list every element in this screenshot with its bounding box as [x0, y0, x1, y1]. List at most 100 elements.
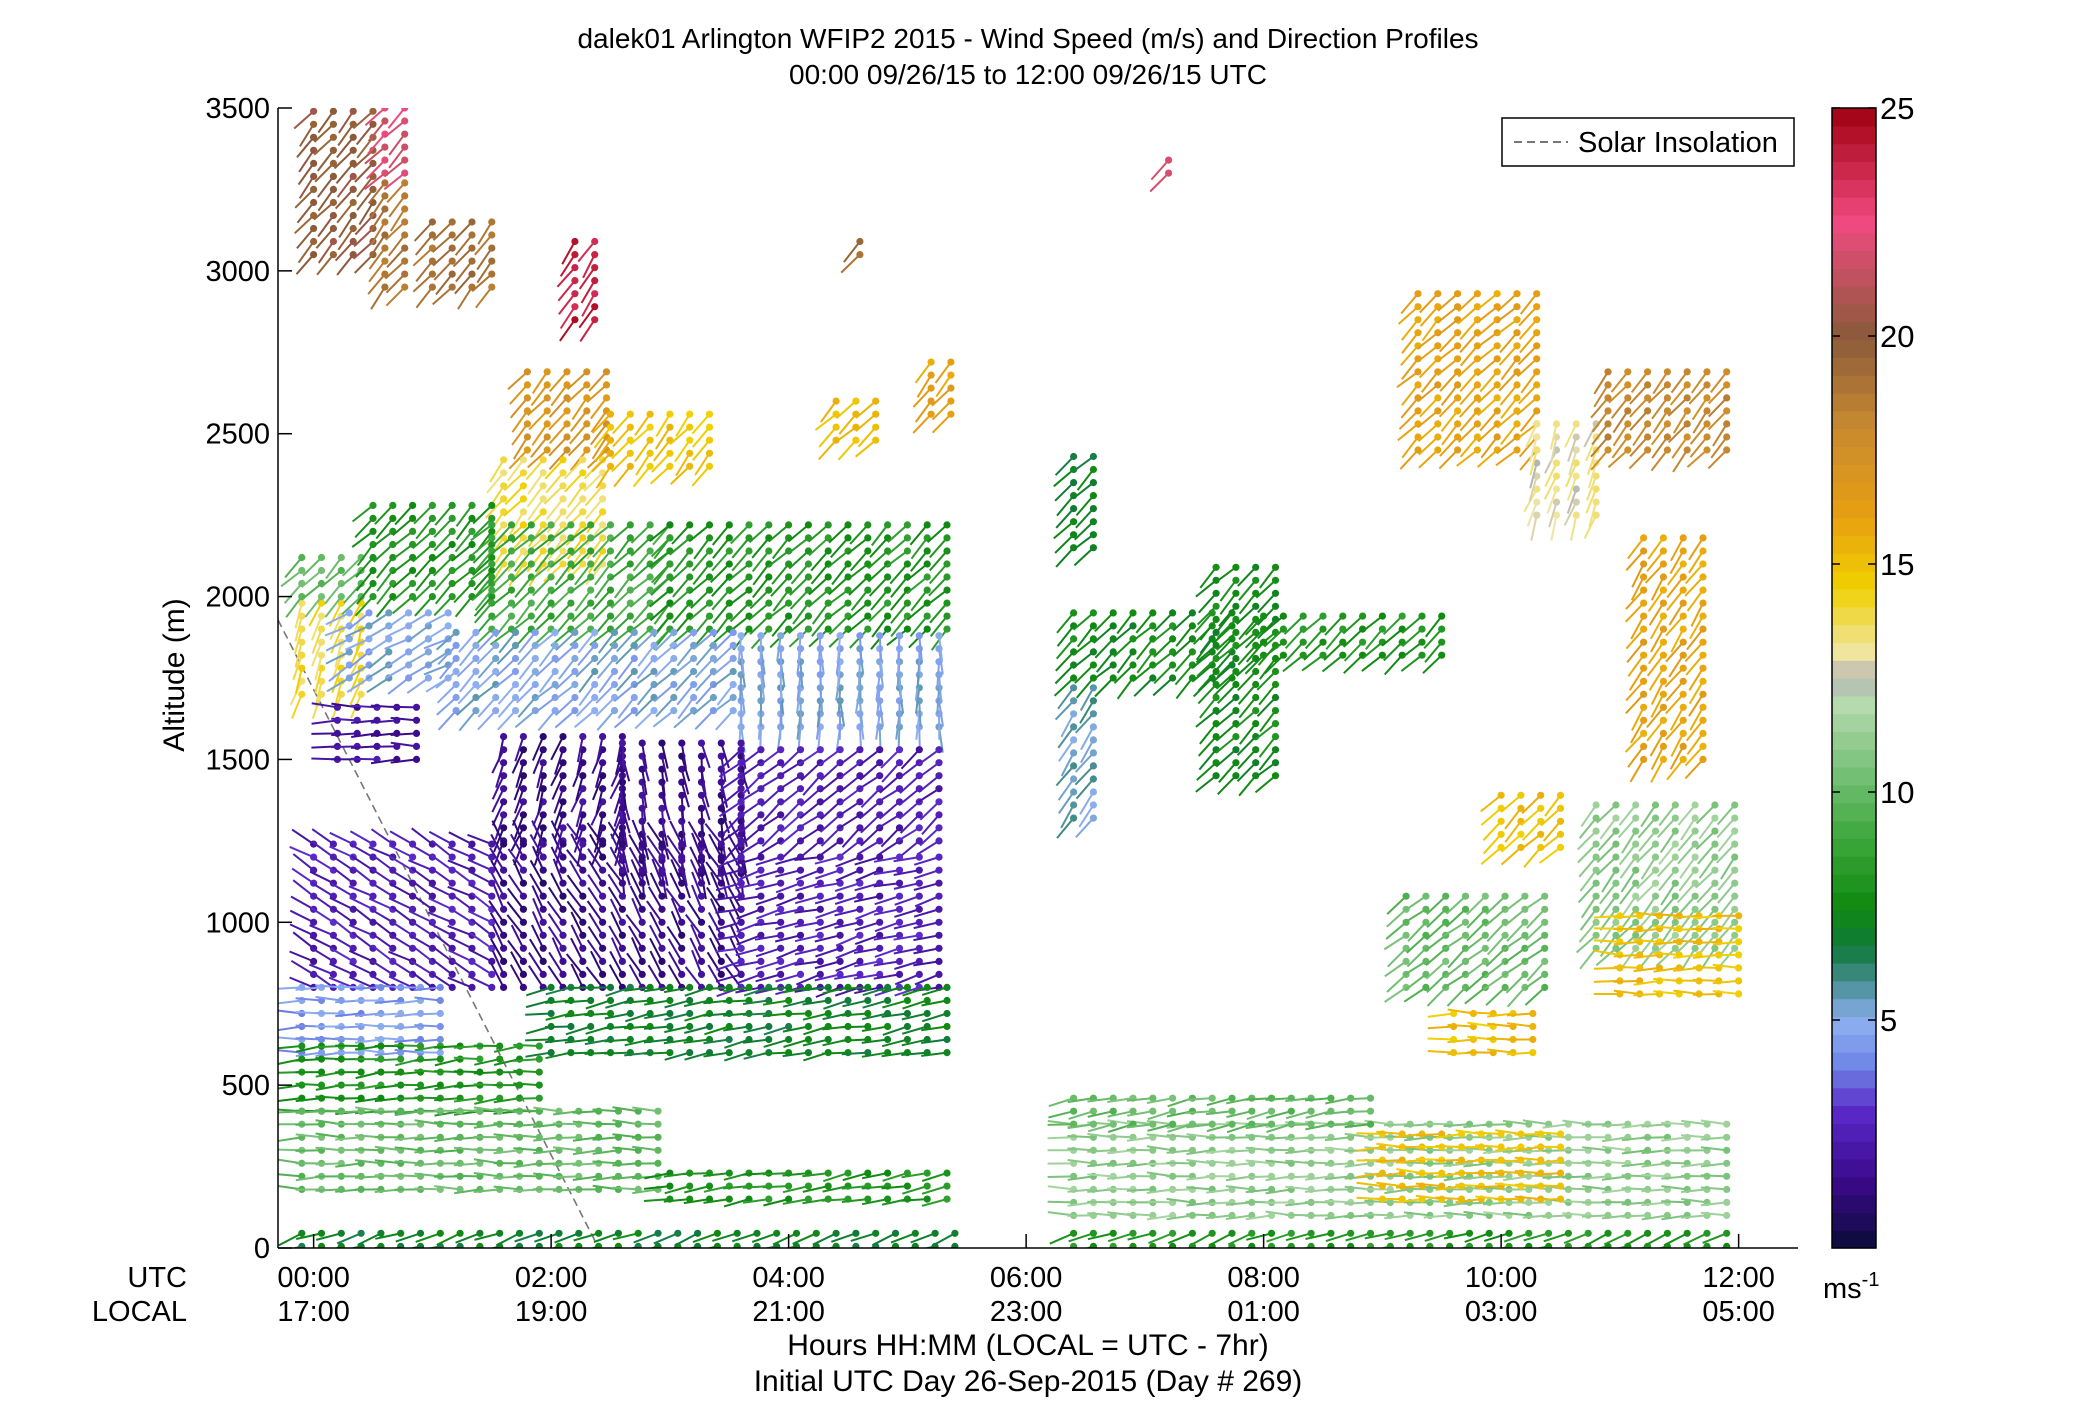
wind-barb-dot: [1501, 892, 1509, 900]
wind-barb-dot: [559, 508, 567, 516]
wind-barb-staff: [828, 615, 849, 635]
wind-barb-dot: [519, 840, 528, 848]
wind-barb-dot: [666, 521, 674, 529]
wind-barb-dot: [575, 1242, 583, 1248]
wind-barb-dot: [1089, 648, 1097, 656]
wind-barb-dot: [816, 918, 824, 926]
wind-barb-dot: [579, 456, 587, 464]
wind-barb-dot: [666, 612, 674, 620]
wind-barb-dot: [872, 1229, 880, 1237]
wind-barb-dot: [915, 970, 923, 979]
wind-barb-staff: [676, 683, 695, 706]
wind-barb-dot: [1679, 573, 1687, 581]
wind-barb-dot: [488, 231, 496, 239]
wind-barb-staff: [591, 413, 612, 434]
wind-barb-staff: [475, 286, 493, 309]
wind-barb-staff: [452, 247, 473, 268]
wind-barb-dot: [876, 632, 884, 640]
wind-barb-staff: [890, 615, 909, 638]
wind-barb-staff: [928, 576, 948, 597]
wind-barb-dot: [599, 759, 607, 767]
wind-barb-dot: [705, 462, 714, 470]
wind-barb-dot: [915, 824, 923, 832]
wind-barb-dot: [626, 410, 634, 418]
wind-barb-staff: [928, 563, 948, 585]
wind-barb-dot: [500, 547, 508, 555]
wind-barb-dot: [1089, 762, 1097, 770]
wind-barb-dot: [1683, 407, 1691, 415]
wind-barb-staff: [570, 537, 592, 557]
wind-barb-staff: [782, 1012, 809, 1016]
wind-barb-staff: [324, 624, 350, 637]
wind-barb-dot: [571, 707, 579, 715]
wind-barb-dot: [947, 410, 955, 418]
wind-barb-dot: [626, 1009, 634, 1018]
wind-barb-dot: [551, 628, 559, 637]
wind-barb-dot: [646, 521, 654, 529]
wind-barb-staff: [534, 589, 552, 612]
wind-barb-staff: [675, 452, 691, 477]
wind-barb-dot: [551, 707, 559, 715]
wind-barb-dot: [539, 970, 547, 979]
wind-barb-dot: [729, 628, 737, 637]
wind-barb-staff: [291, 693, 303, 719]
wind-barb-dot: [1252, 576, 1260, 584]
wind-barb-staff: [453, 221, 473, 242]
wind-barb-staff: [559, 319, 576, 342]
wind-barb-dot: [856, 892, 864, 900]
wind-barb-dot: [401, 130, 409, 138]
wind-barb-dot: [697, 957, 706, 966]
wind-barb-staff: [313, 201, 335, 221]
wind-barb-staff: [554, 644, 576, 664]
wind-barb-dot: [500, 892, 508, 900]
wind-barb-dot: [369, 579, 377, 588]
wind-barb-dot: [658, 957, 666, 966]
wind-barb-dot: [1699, 716, 1707, 724]
wind-barb-dot: [1683, 394, 1691, 402]
wind-barb-dot: [329, 237, 337, 246]
wind-barb-staff: [346, 677, 370, 693]
wind-barb-staff: [688, 524, 711, 543]
wind-barb-dot: [500, 733, 508, 741]
wind-barb-dot: [401, 179, 409, 187]
wind-barb-dot: [737, 746, 745, 754]
wind-barb-dot: [1212, 589, 1220, 597]
wind-barb-dot: [1461, 892, 1470, 900]
wind-barb-staff: [490, 537, 513, 555]
wind-barb-staff: [352, 110, 374, 130]
wind-barb-dot: [1070, 775, 1078, 783]
wind-barb-staff: [535, 657, 556, 677]
wind-barb-dot: [401, 257, 409, 265]
wind-barb-dot: [1640, 599, 1648, 607]
wind-barb-staff: [772, 589, 790, 612]
wind-barb-dot: [329, 108, 337, 115]
wind-barb-staff: [897, 635, 901, 662]
wind-barb-dot: [725, 534, 733, 542]
wind-barb-staff: [503, 498, 525, 517]
wind-barb-dot: [416, 1229, 425, 1237]
wind-barb-dot: [519, 508, 528, 516]
wind-barb-dot: [519, 456, 528, 464]
wind-barb-staff: [728, 576, 750, 595]
wind-barb-dot: [349, 185, 357, 193]
wind-barb-dot: [777, 866, 785, 874]
wind-barb-dot: [1659, 547, 1667, 555]
wind-barb-dot: [1663, 394, 1671, 402]
wind-barb-dot: [725, 1195, 733, 1203]
wind-barb-dot: [1640, 690, 1648, 698]
wind-barb-dot: [1402, 957, 1410, 966]
wind-barb-dot: [1679, 638, 1687, 646]
wind-barb-staff: [313, 123, 335, 143]
wind-barb-dot: [816, 746, 824, 754]
wind-barb-dot: [1481, 931, 1489, 939]
wind-barb-staff: [586, 384, 608, 403]
wind-barb-staff: [590, 410, 608, 433]
wind-barb-dot: [412, 742, 421, 751]
wind-barb-dot: [591, 641, 599, 650]
wind-barb-staff: [653, 683, 675, 703]
wind-barb-staff: [325, 638, 350, 652]
wind-barb-staff: [617, 696, 636, 719]
wind-barb-dot: [1454, 446, 1462, 454]
wind-barb-staff: [885, 550, 908, 568]
wind-barb-dot: [1541, 892, 1549, 900]
